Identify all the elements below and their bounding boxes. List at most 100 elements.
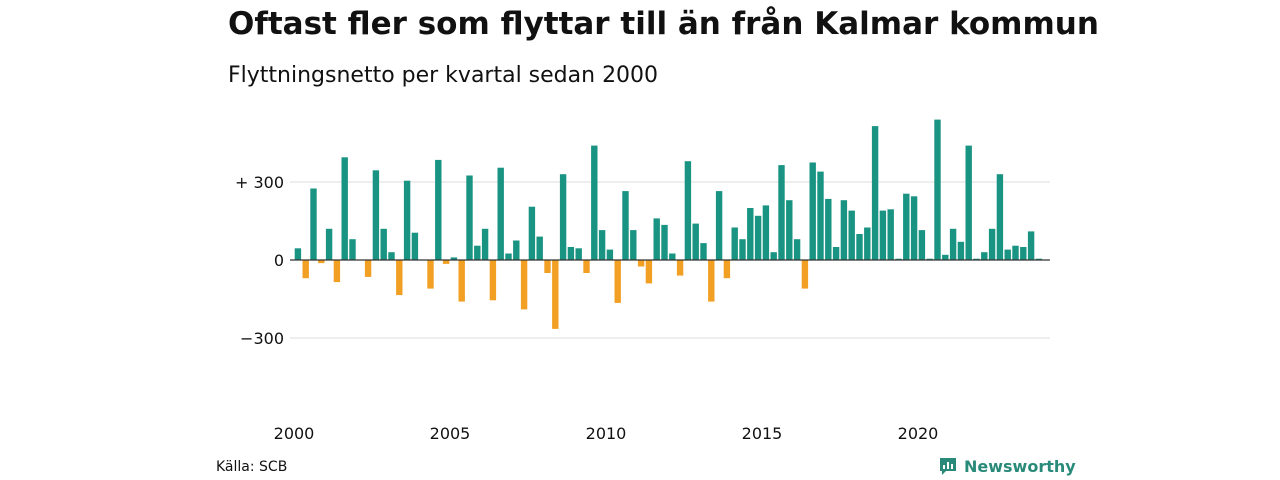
bar-positive — [380, 228, 387, 260]
bar-positive — [1020, 247, 1027, 260]
bar-negative — [458, 260, 465, 302]
bar-positive — [669, 253, 676, 260]
x-tick-label: 2020 — [898, 424, 939, 443]
bar-positive — [762, 205, 770, 260]
bar-positive — [754, 215, 762, 260]
bar-positive — [513, 240, 520, 260]
bar-positive — [630, 230, 637, 260]
bar-negative — [723, 260, 731, 279]
bar-negative — [801, 260, 809, 289]
bar-positive — [848, 210, 855, 260]
bar-positive — [481, 228, 489, 260]
brand-logo: Newsworthy — [938, 456, 1076, 476]
bar-positive — [793, 239, 801, 260]
bar-negative — [708, 260, 715, 302]
bar-positive — [739, 239, 746, 260]
bar-positive — [832, 247, 840, 260]
bar-positive — [325, 228, 333, 260]
bar-positive — [809, 162, 816, 260]
bar-negative — [318, 260, 325, 264]
bar-positive — [715, 191, 723, 260]
y-tick-label: −300 — [240, 329, 284, 348]
bar-positive — [973, 258, 980, 260]
brand-name: Newsworthy — [964, 456, 1076, 476]
bar-positive — [450, 257, 458, 260]
bar-positive — [1004, 249, 1011, 260]
bar-positive — [388, 252, 395, 260]
bar-positive — [988, 228, 996, 260]
bar-positive — [786, 200, 793, 260]
bar-positive — [559, 174, 567, 260]
bar-positive — [895, 258, 902, 260]
bar-positive — [411, 232, 419, 260]
bar-positive — [349, 239, 356, 260]
bar-positive — [653, 218, 660, 260]
source-label: Källa: SCB — [216, 459, 288, 475]
bar-negative — [489, 260, 497, 301]
bar-negative — [637, 260, 645, 267]
bar-positive — [403, 180, 411, 260]
bar-positive — [1027, 231, 1035, 260]
bar-positive — [965, 145, 972, 260]
bar-positive — [684, 161, 692, 260]
bar-positive — [598, 230, 606, 260]
bar-positive — [661, 224, 668, 260]
bar-positive — [949, 228, 957, 260]
chart-subtitle: Flyttningsnetto per kvartal sedan 2000 — [228, 63, 659, 88]
bar-positive — [341, 157, 348, 260]
bar-positive — [591, 145, 598, 260]
bar-negative — [396, 260, 403, 296]
gridlines — [290, 181, 1050, 339]
bar-negative — [552, 260, 559, 329]
x-tick-label: 2005 — [430, 424, 471, 443]
bar-positive — [294, 248, 302, 260]
bar-positive — [879, 210, 887, 260]
x-tick-label: 2015 — [742, 424, 783, 443]
bar-positive — [864, 227, 871, 260]
bar-negative — [614, 260, 621, 303]
bar-positive — [731, 227, 738, 260]
bar-positive — [310, 188, 317, 260]
bar-negative — [544, 260, 551, 273]
bar-positive — [996, 174, 1004, 260]
bar-positive — [871, 126, 879, 260]
bar-positive — [778, 165, 785, 260]
bar-positive — [981, 252, 988, 260]
bar-negative — [442, 260, 450, 264]
bar-positive — [910, 196, 918, 260]
bar-positive — [942, 254, 949, 260]
bar-positive — [825, 198, 832, 260]
bar-positive — [372, 170, 380, 260]
bar-positive — [692, 223, 699, 260]
bar-positive — [934, 119, 941, 260]
bar-positive — [918, 230, 926, 260]
bar-positive — [497, 167, 504, 260]
bar-positive — [466, 175, 473, 260]
bar-positive — [435, 159, 442, 260]
bar-positive — [887, 209, 894, 260]
bar-positive — [747, 208, 754, 260]
bar-positive — [817, 171, 824, 260]
bar-positive — [840, 200, 848, 260]
bar-positive — [474, 245, 481, 260]
bar-positive — [856, 234, 863, 260]
bar-positive — [1035, 258, 1043, 260]
bar-positive — [536, 236, 543, 260]
bar-positive — [567, 247, 575, 260]
bar-negative — [676, 260, 684, 276]
bar-negative — [427, 260, 434, 289]
x-tick-label: 2010 — [586, 424, 627, 443]
chart-title: Oftast fler som flyttar till än från Kal… — [228, 6, 1099, 42]
bar-positive — [957, 241, 965, 260]
bar-positive — [700, 243, 707, 260]
bar-positive — [575, 248, 582, 260]
bar-positive — [1012, 245, 1019, 260]
bar-negative — [645, 260, 653, 284]
y-tick-label: + 300 — [235, 173, 284, 192]
bar-negative — [333, 260, 341, 283]
x-tick-label: 2000 — [274, 424, 315, 443]
bar-negative — [302, 260, 309, 279]
bar-negative — [364, 260, 372, 277]
y-tick-label: 0 — [274, 251, 284, 270]
